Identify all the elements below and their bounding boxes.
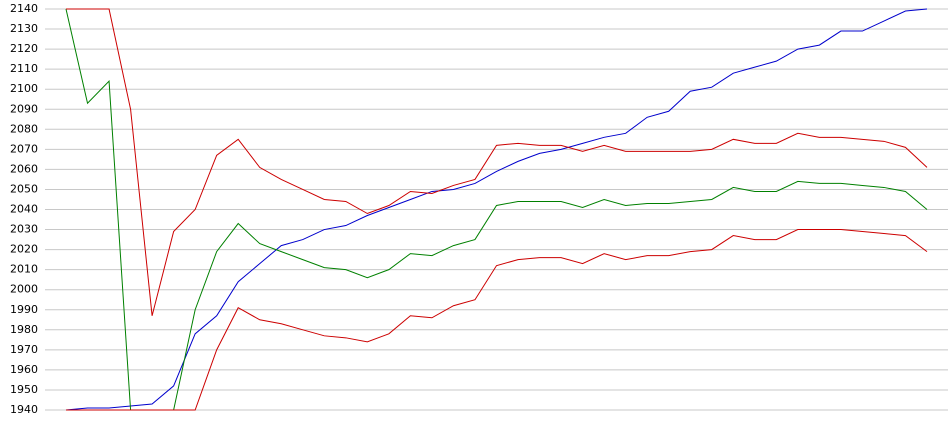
y-tick-label: 2020 [10, 243, 38, 256]
y-tick-label: 2010 [10, 263, 38, 276]
series-line [65, 8, 928, 411]
series-line [66, 8, 928, 316]
y-tick-label: 1950 [10, 383, 38, 396]
y-tick-label: 2000 [10, 283, 38, 296]
y-tick-label: 2030 [10, 223, 38, 236]
y-tick-label: 2040 [10, 203, 38, 216]
y-tick-label: 2050 [10, 182, 38, 195]
y-tick-label: 2120 [10, 42, 38, 55]
y-tick-label: 2060 [10, 162, 38, 175]
y-tick-label: 1990 [10, 303, 38, 316]
y-tick-label: 2080 [10, 122, 38, 135]
y-tick-label: 2110 [10, 62, 38, 75]
y-tick-label: 2140 [10, 2, 38, 15]
y-tick-label: 2070 [10, 142, 38, 155]
y-tick-label: 2100 [10, 82, 38, 95]
y-tick-label: 1980 [10, 323, 38, 336]
y-tick-label: 1970 [10, 343, 38, 356]
y-tick-label: 2090 [10, 102, 38, 115]
y-tick-label: 1960 [10, 363, 38, 376]
series-line [65, 8, 928, 411]
y-tick-label: 1940 [10, 403, 38, 416]
series-line [66, 229, 928, 411]
y-tick-label: 2130 [10, 22, 38, 35]
